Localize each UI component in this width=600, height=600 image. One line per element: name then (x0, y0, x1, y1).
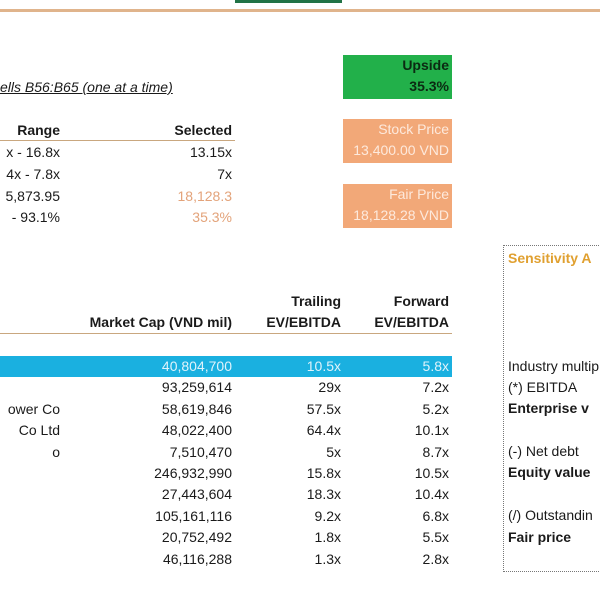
range-value: - 93.1% (11, 209, 60, 225)
market-cap-value[interactable]: 58,619,846 (161, 400, 232, 417)
trailing-header-2: EV/EBITDA (266, 314, 341, 330)
trailing-ev-ebitda[interactable]: 5x (326, 443, 341, 460)
forward-ev-ebitda[interactable]: 10.4x (414, 486, 449, 503)
range-value: x - 16.8x (6, 144, 60, 160)
market-cap-value[interactable]: 93,259,614 (161, 379, 232, 396)
range-header: Range (17, 122, 60, 138)
range-value: 5,873.95 (5, 188, 61, 204)
company-name[interactable] (0, 463, 60, 484)
trailing-ev-ebitda[interactable]: 1.3x (314, 550, 341, 567)
sensitivity-title: Sensitivity A (508, 250, 592, 266)
market-cap-value[interactable]: 20,752,492 (161, 529, 232, 546)
forward-ev-ebitda[interactable]: 7.2x (422, 379, 449, 396)
selected-header: Selected (174, 122, 232, 138)
instruction-text: ells B56:B65 (one at a time) (0, 79, 173, 95)
company-name[interactable]: o (52, 443, 60, 460)
market-cap-value[interactable]: 7,510,470 (169, 443, 232, 460)
stock-price-label: Stock Price (378, 121, 449, 137)
company-name[interactable]: Co Ltd (18, 422, 60, 439)
fair-price-value: 18,128.28 VND (353, 207, 449, 223)
forward-ev-ebitda[interactable]: 2.8x (422, 550, 449, 567)
sensitivity-label: Industry multip (508, 358, 600, 374)
market-cap-value[interactable]: 48,022,400 (161, 422, 232, 439)
selected-value[interactable]: 13.15x (189, 144, 232, 160)
fair-price-label: Fair Price (389, 186, 449, 202)
stock-price-card: Stock Price 13,400.00 VND (343, 119, 452, 163)
trailing-ev-ebitda[interactable]: 57.5x (306, 400, 341, 417)
selected-row-highlight (0, 356, 452, 377)
fair-price-card: Fair Price 18,128.28 VND (343, 184, 452, 228)
sensitivity-label: (*) EBITDA (508, 379, 578, 395)
sensitivity-label: (-) Net debt (508, 443, 579, 459)
trailing-ev-ebitda[interactable]: 15.8x (306, 465, 341, 481)
company-name[interactable] (0, 377, 60, 398)
trailing-ev-ebitda[interactable]: 29x (318, 379, 341, 396)
trailing-ev-ebitda[interactable]: 1.8x (314, 529, 341, 546)
forward-header-2: EV/EBITDA (374, 314, 449, 330)
company-name[interactable] (0, 484, 60, 505)
company-name[interactable] (0, 549, 60, 570)
selected-value[interactable]: 18,128.3 (177, 188, 233, 204)
market-cap-value[interactable]: 105,161,116 (155, 507, 232, 524)
upside-card: Upside 35.3% (343, 55, 452, 99)
upside-value: 35.3% (409, 78, 449, 94)
market-cap-value[interactable]: 40,804,700 (161, 358, 232, 374)
sensitivity-label: Enterprise v (508, 400, 589, 416)
selected-value[interactable]: 35.3% (192, 209, 232, 225)
active-sheet-tab[interactable] (235, 0, 342, 3)
company-name[interactable] (0, 356, 60, 377)
forward-ev-ebitda[interactable]: 10.5x (414, 465, 449, 481)
trailing-ev-ebitda[interactable]: 10.5x (306, 358, 341, 374)
sensitivity-label: (/) Outstandin (508, 507, 593, 523)
market-cap-value[interactable]: 46,116,288 (162, 550, 232, 567)
forward-ev-ebitda[interactable]: 5.2x (422, 400, 449, 417)
forward-ev-ebitda[interactable]: 8.7x (422, 443, 449, 460)
header-rule (0, 9, 600, 12)
company-name[interactable]: ower Co (7, 400, 60, 417)
company-name[interactable] (0, 506, 60, 527)
forward-ev-ebitda[interactable]: 6.8x (422, 507, 449, 524)
company-name[interactable] (0, 527, 60, 548)
market-cap-value[interactable]: 246,932,990 (154, 465, 232, 481)
selected-value[interactable]: 7x (217, 166, 232, 182)
forward-header-1: Forward (393, 293, 449, 309)
forward-ev-ebitda[interactable]: 10.1x (414, 422, 449, 439)
trailing-ev-ebitda[interactable]: 9.2x (314, 507, 341, 524)
upside-label: Upside (402, 57, 449, 73)
comps-header-rule (0, 333, 452, 334)
trailing-ev-ebitda[interactable]: 64.4x (306, 422, 341, 439)
trailing-ev-ebitda[interactable]: 18.3x (306, 486, 341, 503)
range-value: 4x - 7.8x (6, 166, 60, 182)
stock-price-value: 13,400.00 VND (353, 142, 449, 158)
summary-header-rule (0, 140, 235, 141)
forward-ev-ebitda[interactable]: 5.8x (422, 358, 449, 374)
market-cap-value[interactable]: 27,443,604 (161, 486, 232, 503)
sensitivity-label: Equity value (508, 464, 591, 480)
trailing-header-1: Trailing (291, 293, 341, 309)
forward-ev-ebitda[interactable]: 5.5x (422, 529, 449, 546)
market-cap-header: Market Cap (VND mil) (89, 314, 232, 330)
sensitivity-panel (503, 245, 600, 572)
sensitivity-label: Fair price (508, 529, 572, 545)
